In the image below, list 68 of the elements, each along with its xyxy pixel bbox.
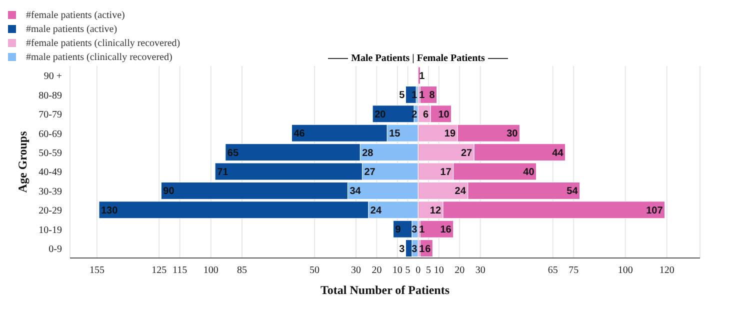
data-label: 10 — [438, 109, 450, 120]
data-label: 27 — [364, 167, 376, 178]
x-tick-label: 30 — [350, 265, 361, 276]
data-label: 40 — [523, 167, 535, 178]
x-tick-label: 120 — [659, 265, 674, 276]
data-label: 2 — [412, 109, 418, 120]
x-tick-label: 115 — [172, 265, 188, 276]
legend-label: #female patients (active) — [26, 10, 125, 20]
data-label: 6 — [423, 109, 430, 120]
x-axis-title: Total Number of Patients — [320, 283, 450, 297]
x-tick-label: 5 — [426, 265, 432, 276]
y-tick-label: 10-19 — [38, 224, 62, 236]
y-tick-label: 50-59 — [38, 148, 62, 159]
y-axis-title: Age Groups — [15, 130, 30, 193]
x-tick-label: 125 — [152, 265, 167, 276]
y-tick-label: 40-49 — [38, 167, 62, 178]
data-label: 44 — [552, 148, 564, 159]
x-tick-label: 100 — [203, 265, 218, 276]
data-label: 46 — [294, 128, 306, 140]
data-label: 19 — [444, 128, 456, 140]
x-tick-label: 100 — [618, 265, 633, 276]
x-tick-label: 20 — [454, 265, 465, 276]
y-tick-label: 90 + — [44, 71, 62, 82]
data-label: 17 — [440, 167, 452, 178]
legend-label: #male patients (clinically recovered) — [26, 52, 172, 62]
data-label: 6 — [425, 244, 432, 255]
data-label: 3 — [412, 244, 418, 255]
x-tick-label: 20 — [372, 265, 382, 276]
x-tick-label: 30 — [475, 265, 486, 276]
y-tick-label: 30-39 — [38, 186, 62, 198]
data-label: 34 — [350, 186, 362, 198]
data-label: 90 — [163, 186, 175, 198]
y-tick-label: 0-9 — [48, 244, 62, 255]
data-label: 24 — [370, 205, 382, 216]
y-tick-label: 80-89 — [38, 90, 62, 102]
y-tick-label: 70-79 — [38, 110, 62, 121]
x-tick-label: 0 — [416, 265, 421, 276]
data-label: 107 — [646, 205, 664, 216]
chart-title: Male Patients | Female Patients — [351, 53, 485, 64]
legend-label: #female patients (clinically recovered) — [26, 38, 180, 48]
data-label: 9 — [395, 224, 402, 236]
legend-label: #male patients (active) — [26, 24, 118, 34]
x-tick-label: 85 — [237, 265, 248, 276]
data-label: 3 — [399, 244, 406, 255]
data-label: 3 — [412, 224, 418, 236]
data-label: 27 — [460, 148, 473, 159]
data-label: 12 — [430, 205, 442, 216]
data-label: 28 — [362, 148, 374, 159]
x-tick-label: 10 — [392, 265, 402, 276]
data-label: 54 — [566, 186, 578, 198]
y-tick-label: 20-29 — [38, 206, 62, 217]
data-label: 71 — [217, 167, 229, 178]
x-tick-label: 5 — [405, 265, 410, 276]
x-tick-label: 75 — [568, 265, 579, 276]
data-label: 65 — [227, 148, 239, 159]
data-label: 5 — [399, 90, 406, 102]
data-label: 30 — [506, 128, 518, 140]
x-tick-label: 155 — [89, 265, 104, 276]
data-label: 20 — [374, 109, 386, 120]
data-label: 15 — [389, 128, 401, 140]
data-label: 8 — [429, 90, 436, 102]
data-label: 24 — [454, 186, 466, 198]
data-label: 130 — [101, 205, 118, 216]
x-tick-label: 50 — [310, 265, 320, 276]
x-tick-label: 65 — [548, 265, 558, 276]
data-label: 16 — [440, 224, 452, 236]
y-tick-label: 60-69 — [38, 128, 62, 140]
x-tick-label: 10 — [434, 265, 444, 276]
